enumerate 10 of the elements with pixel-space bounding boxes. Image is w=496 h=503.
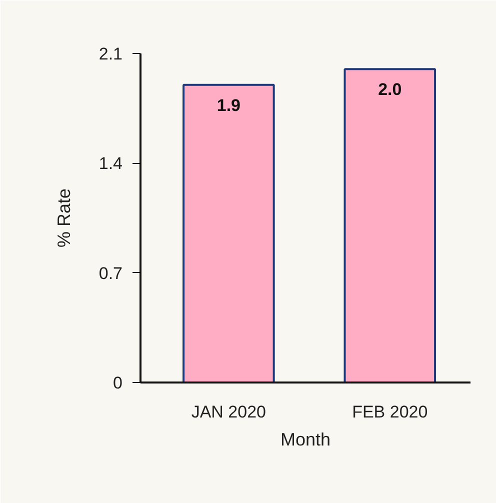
x-axis-title: Month <box>280 430 331 450</box>
data-label: 1.9 <box>216 96 241 115</box>
y-tick-label: 1.4 <box>98 154 123 174</box>
y-tick-label: 0 <box>113 374 123 392</box>
data-label: 2.0 <box>378 80 402 100</box>
y-axis-title: % Rate <box>54 188 74 248</box>
y-tick-label: 0.7 <box>98 264 123 283</box>
y-tick-label: 2.1 <box>98 44 123 64</box>
x-tick-label: FEB 2020 <box>352 402 428 422</box>
x-tick-label: JAN 2020 <box>191 402 266 422</box>
